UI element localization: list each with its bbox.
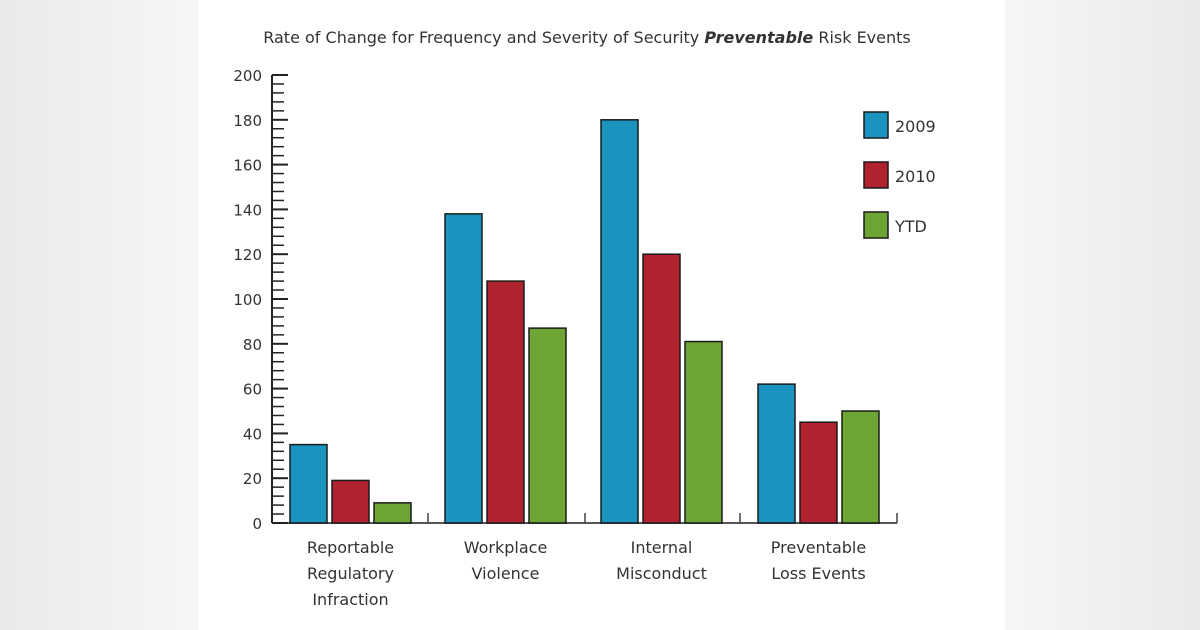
bar-ytd-3 <box>841 410 880 524</box>
category-label: Reportable <box>307 538 394 557</box>
y-tick-label: 80 <box>243 336 262 354</box>
category-label: Regulatory <box>307 564 394 583</box>
bar-2009-2 <box>600 119 639 524</box>
title-part: Rate of Change for Frequency and Severit… <box>263 28 704 47</box>
bar-2010-3 <box>799 421 838 524</box>
legend-swatch-2010 <box>863 161 889 189</box>
title-emphasis: Preventable <box>704 28 813 47</box>
category-label: Violence <box>472 564 540 583</box>
y-tick-label: 160 <box>233 157 262 175</box>
chart-title: Rate of Change for Frequency and Severit… <box>263 28 911 47</box>
y-tick-label: 100 <box>233 291 262 309</box>
bar-ytd-0 <box>373 502 412 524</box>
bar-2009-1 <box>444 213 483 524</box>
y-tick-label: 0 <box>252 515 262 533</box>
bar-2010-1 <box>486 280 525 524</box>
category-label: Internal <box>631 538 693 557</box>
bar-ytd-1 <box>528 327 567 524</box>
y-tick-label: 140 <box>233 201 262 219</box>
y-tick-label: 40 <box>243 425 262 443</box>
bar-2010-0 <box>331 479 370 524</box>
bar-ytd-2 <box>684 340 723 524</box>
category-label: Infraction <box>312 590 388 609</box>
category-label: Workplace <box>464 538 548 557</box>
legend-swatch-ytd <box>863 211 889 239</box>
legend-label: YTD <box>894 217 927 236</box>
category-label: Loss Events <box>771 564 865 583</box>
y-tick-label: 200 <box>233 67 262 85</box>
bar-2009-0 <box>289 443 328 524</box>
category-label: Preventable <box>771 538 866 557</box>
legend-label: 2009 <box>895 117 936 136</box>
y-tick-label: 180 <box>233 112 262 130</box>
legend-label: 2010 <box>895 167 936 186</box>
y-tick-label: 120 <box>233 246 262 264</box>
y-tick-label: 60 <box>243 381 262 399</box>
legend-swatch-2009 <box>863 111 889 139</box>
y-tick-label: 20 <box>243 470 262 488</box>
bar-2010-2 <box>642 253 681 524</box>
bar-2009-3 <box>757 383 796 524</box>
title-part: Risk Events <box>813 28 911 47</box>
category-label: Misconduct <box>616 564 707 583</box>
